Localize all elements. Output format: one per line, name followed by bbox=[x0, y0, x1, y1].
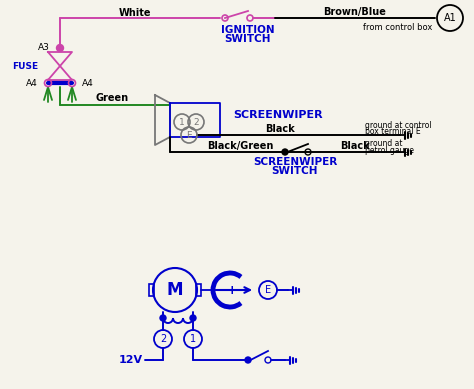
Bar bbox=[149, 284, 154, 296]
Circle shape bbox=[160, 315, 166, 321]
Text: E: E bbox=[186, 130, 192, 140]
Text: ground at control: ground at control bbox=[365, 121, 432, 130]
Text: SWITCH: SWITCH bbox=[225, 34, 271, 44]
Text: IGNITION: IGNITION bbox=[221, 25, 275, 35]
Text: SCREENWIPER: SCREENWIPER bbox=[253, 157, 337, 167]
Text: 2: 2 bbox=[160, 334, 166, 344]
Text: petrol gauge: petrol gauge bbox=[365, 145, 414, 154]
Text: SWITCH: SWITCH bbox=[272, 166, 318, 176]
Circle shape bbox=[282, 149, 288, 155]
Text: from control box: from control box bbox=[363, 23, 433, 32]
Text: SCREENWIPER: SCREENWIPER bbox=[233, 110, 323, 120]
Text: 1: 1 bbox=[190, 334, 196, 344]
Text: Brown/Blue: Brown/Blue bbox=[324, 7, 386, 17]
Text: White: White bbox=[119, 8, 151, 18]
Text: M: M bbox=[167, 281, 183, 299]
Text: 12V: 12V bbox=[119, 355, 143, 365]
Text: Black/Green: Black/Green bbox=[207, 141, 273, 151]
Text: FUSE: FUSE bbox=[12, 61, 38, 70]
Circle shape bbox=[245, 357, 251, 363]
Text: A4: A4 bbox=[26, 79, 38, 88]
Text: +: + bbox=[227, 284, 237, 296]
Circle shape bbox=[190, 315, 196, 321]
Text: A1: A1 bbox=[444, 13, 456, 23]
Text: 2: 2 bbox=[193, 117, 199, 126]
Bar bbox=[196, 284, 201, 296]
Text: A3: A3 bbox=[38, 42, 50, 51]
Text: Black: Black bbox=[265, 124, 295, 134]
Text: E: E bbox=[265, 285, 271, 295]
Text: ground at: ground at bbox=[365, 138, 402, 147]
Text: Black: Black bbox=[340, 141, 370, 151]
Text: Green: Green bbox=[95, 93, 128, 103]
Text: A4: A4 bbox=[82, 79, 94, 88]
Circle shape bbox=[56, 44, 64, 51]
Text: box terminal E: box terminal E bbox=[365, 128, 420, 137]
Text: 1: 1 bbox=[179, 117, 185, 126]
